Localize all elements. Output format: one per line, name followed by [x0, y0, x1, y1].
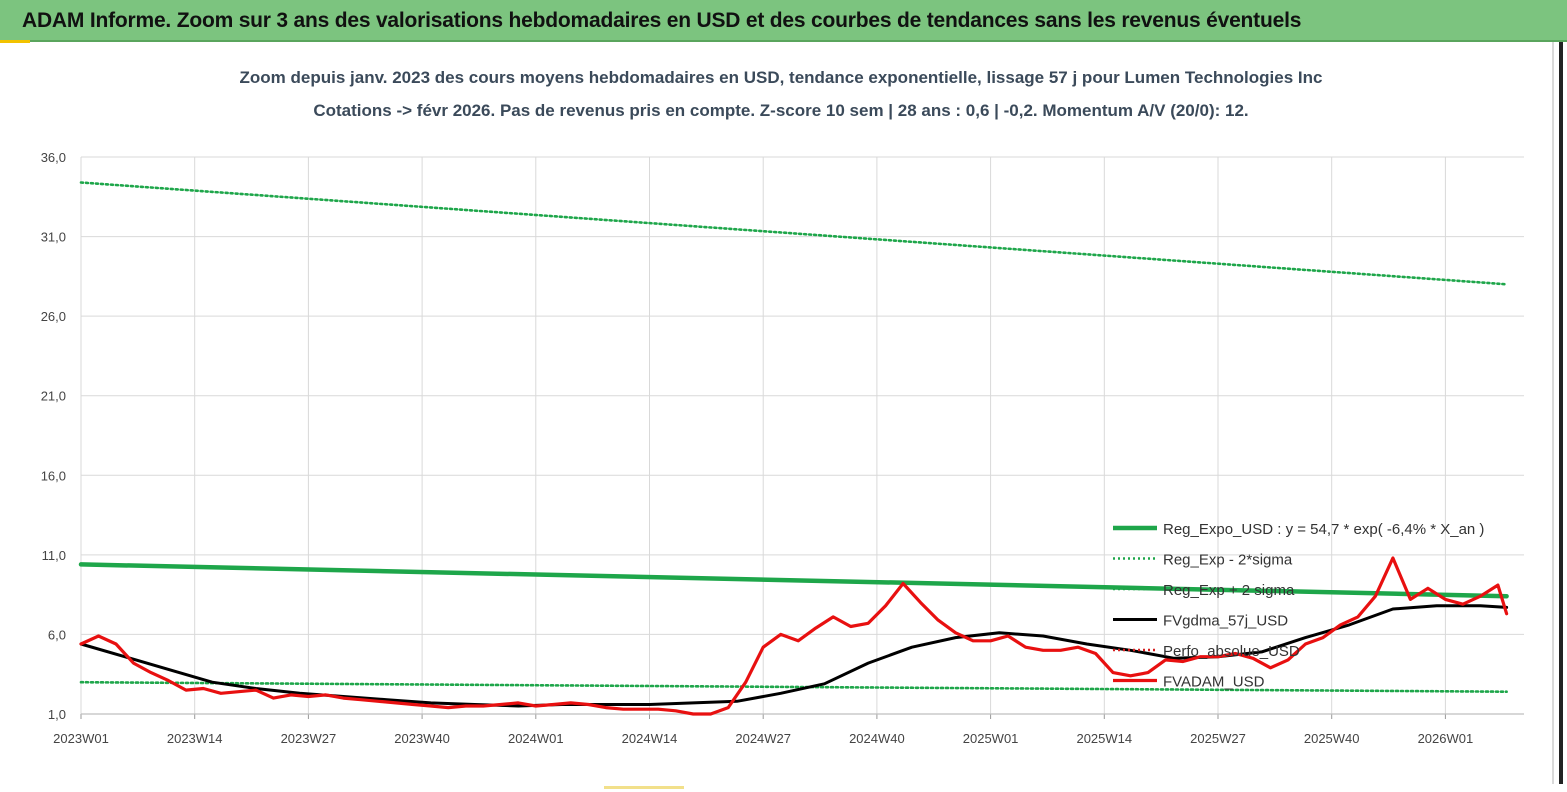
- legend-label: FVgdma_57j_USD: [1163, 613, 1288, 630]
- x-tick-label: 2023W14: [167, 731, 223, 746]
- x-tick-label: 2024W01: [508, 731, 564, 746]
- x-tick-label: 2025W14: [1076, 731, 1132, 746]
- chart: Zoom depuis janv. 2023 des cours moyens …: [41, 68, 1524, 746]
- chart-title: Zoom depuis janv. 2023 des cours moyens …: [240, 68, 1323, 87]
- legend-label: FVADAM_USD: [1163, 674, 1265, 691]
- x-tick-label: 2025W01: [963, 731, 1019, 746]
- x-tick-label: 2024W40: [849, 731, 905, 746]
- banner-accent: [0, 40, 30, 43]
- x-tick-label: 2025W40: [1304, 731, 1360, 746]
- report-title: ADAM Informe. Zoom sur 3 ans des valoris…: [22, 9, 1302, 32]
- y-tick-label: 6,0: [48, 627, 66, 642]
- y-tick-label: 21,0: [41, 389, 66, 404]
- series-line: [79, 556, 1509, 716]
- y-tick-label: 1,0: [48, 707, 66, 722]
- frame-edge: [1552, 42, 1554, 784]
- x-tick-label: 2023W01: [53, 731, 109, 746]
- y-tick-label: 36,0: [41, 150, 66, 165]
- chart-series: [78, 181, 1509, 716]
- series-line: [78, 562, 1509, 599]
- legend-label: Perfo_absolue_USD: [1163, 643, 1300, 660]
- series-line: [79, 680, 1508, 694]
- x-tick-label: 2024W14: [622, 731, 678, 746]
- legend-label: Reg_Expo_USD : y = 54,7 * exp( -6,4% * X…: [1163, 521, 1484, 538]
- frame-border: [1559, 42, 1563, 784]
- x-tick-label: 2023W27: [281, 731, 337, 746]
- legend-label: Reg_Exp + 2 sigma: [1163, 582, 1295, 599]
- x-tick-label: 2026W01: [1418, 731, 1474, 746]
- x-tick-label: 2024W27: [735, 731, 791, 746]
- report-banner: [0, 0, 1567, 42]
- series-line: [79, 181, 1508, 286]
- chart-ticks: 1,0 6,0 11,0 16,0 21,0 26,0 31,0 36,0 2023W01 202…: [41, 150, 1474, 746]
- x-tick-label: 2025W27: [1190, 731, 1246, 746]
- bottom-accent: [604, 786, 684, 789]
- chart-subtitle: Cotations -> févr 2026. Pas de revenus p…: [313, 101, 1248, 120]
- y-tick-label: 11,0: [42, 548, 66, 563]
- chart-grid: [80, 156, 1524, 719]
- y-tick-label: 16,0: [41, 468, 66, 483]
- y-tick-label: 26,0: [41, 309, 66, 324]
- x-tick-label: 2023W40: [394, 731, 450, 746]
- chart-legend: Reg_Expo_USD : y = 54,7 * exp( -6,4% * X…: [1113, 521, 1484, 691]
- legend-label: Reg_Exp - 2*sigma: [1163, 552, 1293, 569]
- y-tick-label: 31,0: [41, 230, 66, 245]
